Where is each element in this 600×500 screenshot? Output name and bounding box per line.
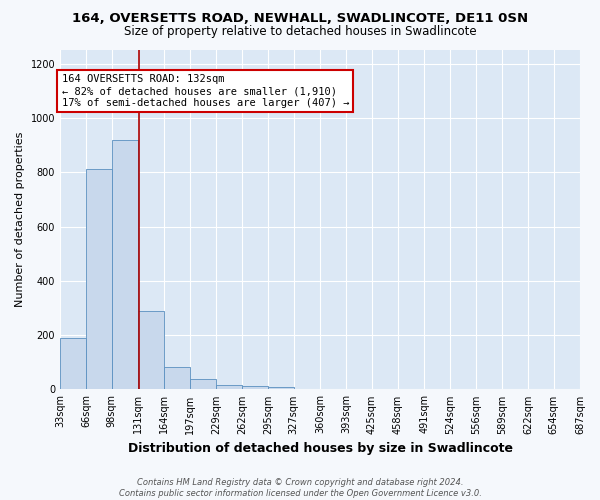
Bar [86, 170, 112, 390]
Bar [60, 338, 86, 390]
Bar [138, 310, 164, 390]
Bar [112, 140, 138, 390]
Bar [268, 388, 294, 390]
Bar [216, 384, 242, 390]
Y-axis label: Number of detached properties: Number of detached properties [15, 132, 25, 308]
Bar [190, 379, 216, 390]
Text: Contains HM Land Registry data © Crown copyright and database right 2024.
Contai: Contains HM Land Registry data © Crown c… [119, 478, 481, 498]
Bar [164, 367, 190, 390]
Bar [242, 386, 268, 390]
Text: Size of property relative to detached houses in Swadlincote: Size of property relative to detached ho… [124, 25, 476, 38]
X-axis label: Distribution of detached houses by size in Swadlincote: Distribution of detached houses by size … [128, 442, 512, 455]
Text: 164 OVERSETTS ROAD: 132sqm
← 82% of detached houses are smaller (1,910)
17% of s: 164 OVERSETTS ROAD: 132sqm ← 82% of deta… [62, 74, 349, 108]
Text: 164, OVERSETTS ROAD, NEWHALL, SWADLINCOTE, DE11 0SN: 164, OVERSETTS ROAD, NEWHALL, SWADLINCOT… [72, 12, 528, 26]
